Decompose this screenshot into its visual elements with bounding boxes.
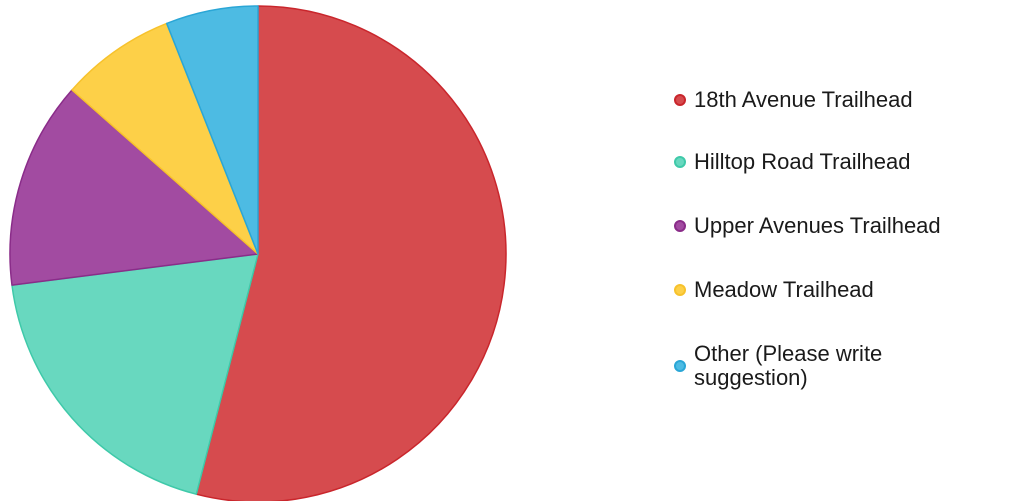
pie-slice-hilltop-road[interactable] <box>11 253 259 495</box>
legend-item-meadow[interactable]: Meadow Trailhead <box>674 278 1024 302</box>
legend-marker-icon <box>674 220 686 232</box>
pie-plot-area <box>9 5 507 501</box>
legend-marker-icon <box>674 284 686 296</box>
legend-label: Hilltop Road Trailhead <box>694 149 911 174</box>
legend-label: Other (Please write suggestion) <box>694 341 883 390</box>
legend-marker-icon <box>674 156 686 168</box>
legend-marker-icon <box>674 360 686 372</box>
legend-label: Meadow Trailhead <box>694 277 874 302</box>
legend-label: 18th Avenue Trailhead <box>694 87 913 112</box>
legend-item-hilltop-road[interactable]: Hilltop Road Trailhead <box>674 150 1024 174</box>
legend-item-other[interactable]: Other (Please write suggestion) <box>674 342 974 390</box>
legend-marker-icon <box>674 94 686 106</box>
pie-slice-meadow[interactable] <box>71 22 259 255</box>
pie-slice-upper-avenues[interactable] <box>9 89 259 286</box>
legend-label: Upper Avenues Trailhead <box>694 213 941 238</box>
pie-slice-other[interactable] <box>165 5 259 255</box>
pie-slice-18th-avenue[interactable] <box>195 5 507 501</box>
legend-item-upper-avenues[interactable]: Upper Avenues Trailhead <box>674 214 1024 238</box>
legend-item-18th-avenue[interactable]: 18th Avenue Trailhead <box>674 88 1024 112</box>
